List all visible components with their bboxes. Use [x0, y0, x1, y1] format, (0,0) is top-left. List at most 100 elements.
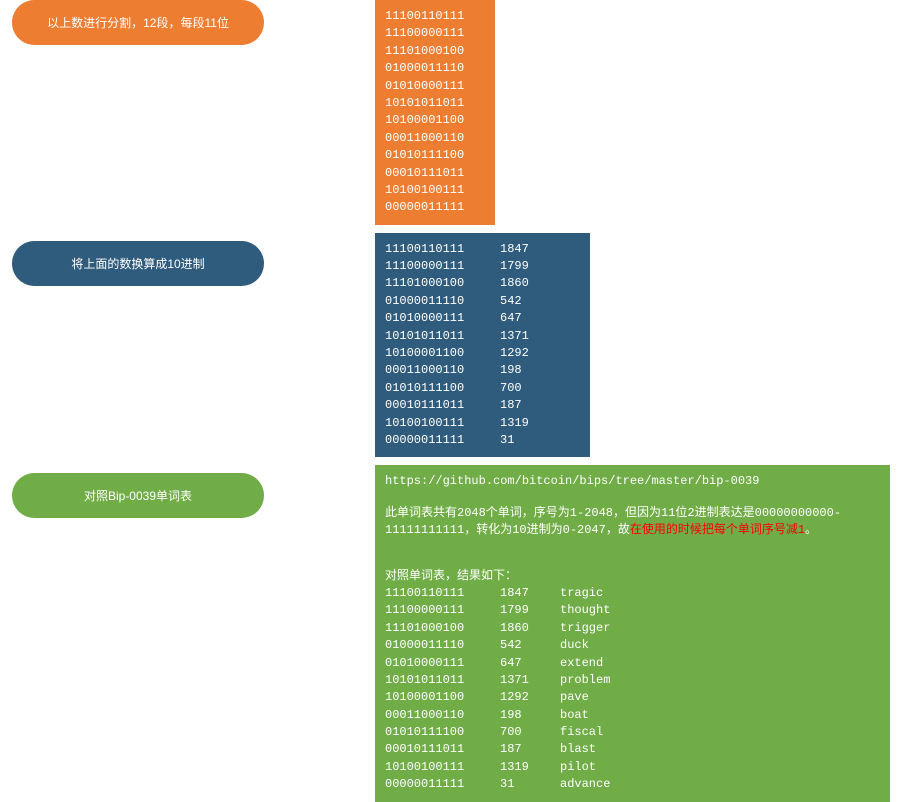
conversion-row: 111001101111847	[385, 241, 580, 258]
result-label: 对照单词表，结果如下：	[385, 568, 880, 585]
binary-value: 11100110111	[385, 241, 500, 258]
mnemonic-word: duck	[560, 637, 589, 654]
decimal-value: 1371	[500, 328, 529, 345]
word-row: 111010001001860trigger	[385, 620, 880, 637]
word-row: 101010110111371problem	[385, 672, 880, 689]
step1-label-pill: 以上数进行分割，12段，每段11位	[12, 0, 264, 45]
conversion-row: 101001001111319	[385, 415, 580, 432]
binary-segment: 00000011111	[385, 199, 485, 216]
decimal-value: 198	[500, 362, 522, 379]
step1-label: 以上数进行分割，12段，每段11位	[47, 16, 229, 30]
conversion-row: 00011000110198	[385, 362, 580, 379]
decimal-value: 1847	[500, 585, 560, 602]
binary-segment: 00011000110	[385, 130, 485, 147]
conversion-row: 01010000111647	[385, 310, 580, 327]
decimal-value: 1847	[500, 241, 529, 258]
decimal-value: 647	[500, 310, 522, 327]
mnemonic-word: thought	[560, 602, 610, 619]
binary-value: 10100100111	[385, 759, 500, 776]
binary-value: 01010111100	[385, 380, 500, 397]
binary-value: 00000011111	[385, 776, 500, 793]
conversion-row: 111000001111799	[385, 258, 580, 275]
mnemonic-word: blast	[560, 741, 596, 758]
decimal-value: 1860	[500, 275, 529, 292]
binary-value: 00011000110	[385, 707, 500, 724]
conversion-row: 101010110111371	[385, 328, 580, 345]
word-row: 01000011110542duck	[385, 637, 880, 654]
decimal-value: 1319	[500, 759, 560, 776]
binary-value: 00010111011	[385, 741, 500, 758]
word-row: 00011000110198boat	[385, 707, 880, 724]
note-suffix: 。	[805, 523, 817, 537]
conversion-row: 111010001001860	[385, 275, 580, 292]
decimal-value: 31	[500, 776, 560, 793]
binary-value: 01000011110	[385, 637, 500, 654]
word-row: 111000001111799thought	[385, 602, 880, 619]
step1-binary-box: 1110011011111100000111111010001000100001…	[375, 0, 495, 225]
binary-value: 01010000111	[385, 655, 500, 672]
binary-value: 10101011011	[385, 328, 500, 345]
bip39-url: https://github.com/bitcoin/bips/tree/mas…	[385, 473, 880, 490]
binary-value: 10100001100	[385, 345, 500, 362]
conversion-row: 01000011110542	[385, 293, 580, 310]
step2-table-box: 1110011011118471110000011117991110100010…	[375, 233, 590, 458]
binary-value: 00010111011	[385, 397, 500, 414]
mnemonic-word: trigger	[560, 620, 610, 637]
word-row: 00010111011187blast	[385, 741, 880, 758]
step3-label: 对照Bip-0039单词表	[84, 489, 192, 503]
binary-value: 10100001100	[385, 689, 500, 706]
step3-result-table: 111001101111847tragic111000001111799thou…	[385, 585, 880, 794]
word-row: 111001101111847tragic	[385, 585, 880, 602]
binary-value: 11100000111	[385, 258, 500, 275]
decimal-value: 1799	[500, 258, 529, 275]
binary-value: 00011000110	[385, 362, 500, 379]
binary-value: 01000011110	[385, 293, 500, 310]
decimal-value: 1371	[500, 672, 560, 689]
step3-content-box: https://github.com/bitcoin/bips/tree/mas…	[375, 465, 890, 801]
binary-value: 01010111100	[385, 724, 500, 741]
binary-value: 11101000100	[385, 620, 500, 637]
binary-segment: 10100001100	[385, 112, 485, 129]
word-row: 0000001111131advance	[385, 776, 880, 793]
decimal-value: 1799	[500, 602, 560, 619]
decimal-value: 198	[500, 707, 560, 724]
mnemonic-word: advance	[560, 776, 610, 793]
word-row: 101001001111319pilot	[385, 759, 880, 776]
conversion-row: 101000011001292	[385, 345, 580, 362]
step3-section: 对照Bip-0039单词表 https://github.com/bitcoin…	[0, 465, 904, 801]
mnemonic-word: pilot	[560, 759, 596, 776]
conversion-row: 00010111011187	[385, 397, 580, 414]
conversion-row: 01010111100700	[385, 380, 580, 397]
decimal-value: 31	[500, 432, 514, 449]
word-row: 01010000111647extend	[385, 655, 880, 672]
decimal-value: 700	[500, 724, 560, 741]
word-row: 01010111100700fiscal	[385, 724, 880, 741]
decimal-value: 1292	[500, 345, 529, 362]
word-row: 101000011001292pave	[385, 689, 880, 706]
decimal-value: 1860	[500, 620, 560, 637]
binary-segment: 11100110111	[385, 8, 485, 25]
binary-segment: 10100100111	[385, 182, 485, 199]
decimal-value: 1292	[500, 689, 560, 706]
binary-segment: 01000011110	[385, 60, 485, 77]
wordlist-note: 此单词表共有2048个单词，序号为1-2048，但因为11位2进制表达是0000…	[385, 505, 880, 540]
decimal-value: 647	[500, 655, 560, 672]
binary-segment: 11100000111	[385, 25, 485, 42]
binary-value: 11101000100	[385, 275, 500, 292]
decimal-value: 542	[500, 293, 522, 310]
decimal-value: 542	[500, 637, 560, 654]
binary-value: 10101011011	[385, 672, 500, 689]
binary-segment: 10101011011	[385, 95, 485, 112]
mnemonic-word: pave	[560, 689, 589, 706]
binary-value: 11100000111	[385, 602, 500, 619]
binary-value: 11100110111	[385, 585, 500, 602]
binary-segment: 01010111100	[385, 147, 485, 164]
mnemonic-word: tragic	[560, 585, 603, 602]
step2-label: 将上面的数换算成10进制	[71, 257, 204, 271]
step1-section: 以上数进行分割，12段，每段11位 1110011011111100000111…	[0, 0, 904, 225]
binary-value: 01010000111	[385, 310, 500, 327]
decimal-value: 187	[500, 397, 522, 414]
mnemonic-word: fiscal	[560, 724, 603, 741]
binary-segment: 00010111011	[385, 165, 485, 182]
step3-label-pill: 对照Bip-0039单词表	[12, 473, 264, 518]
